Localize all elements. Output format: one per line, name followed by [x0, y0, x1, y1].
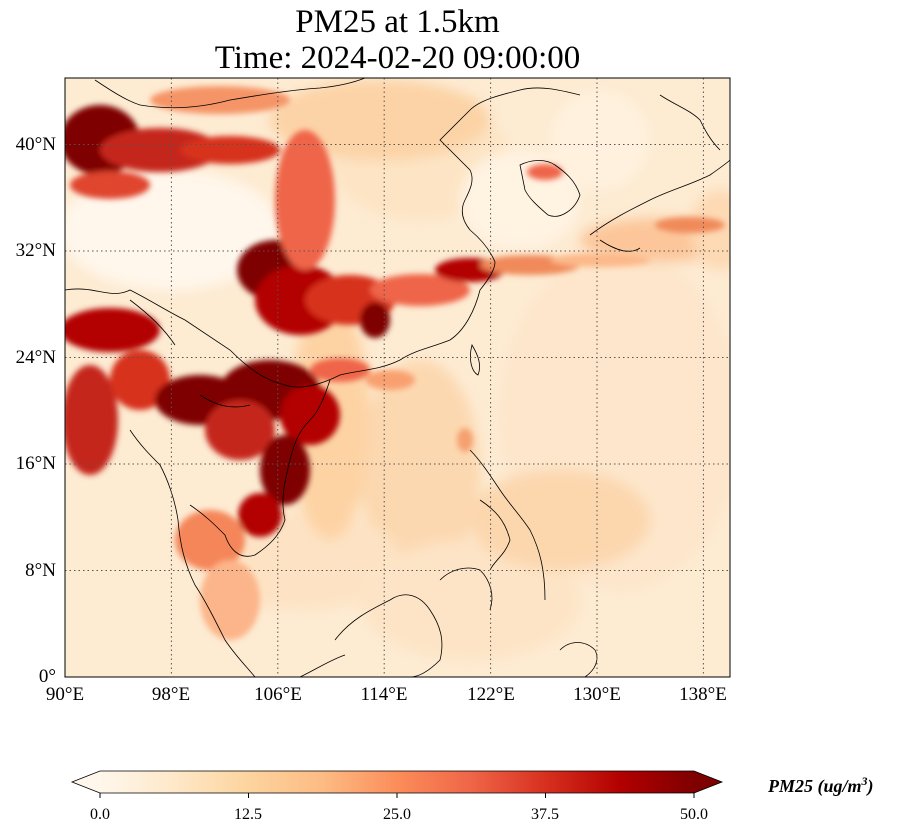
pm25-field — [65, 78, 730, 677]
lon-tick-90e: 90°E — [45, 684, 85, 705]
lon-tick-98e: 98°E — [151, 684, 191, 705]
colorbar-label-main: PM25 (ug/m — [768, 776, 862, 796]
map-title-line2: Time: 2024-02-20 09:00:00 — [214, 40, 581, 76]
coastlines — [65, 78, 730, 677]
lat-tick-16n: 16°N — [15, 453, 56, 474]
colorbar-tick-12-5: 12.5 — [234, 806, 262, 823]
lat-tick-0: 0° — [38, 666, 56, 687]
colorbar-label-end: ) — [867, 776, 874, 796]
lat-tick-32n: 32°N — [15, 240, 56, 261]
lon-tick-138e: 138°E — [679, 684, 727, 705]
lon-tick-122e: 122°E — [467, 684, 515, 705]
gridlines — [65, 78, 730, 677]
lat-tick-8n: 8°N — [25, 560, 56, 581]
lon-tick-114e: 114°E — [360, 684, 408, 705]
colorbar-tick-50: 50.0 — [680, 806, 708, 823]
lon-tick-106e: 106°E — [254, 684, 302, 705]
lon-tick-130e: 130°E — [573, 684, 621, 705]
colorbar-tick-37-5: 37.5 — [531, 806, 559, 823]
colorbar — [70, 770, 724, 798]
map-title-line1: PM25 at 1.5km — [295, 4, 500, 40]
map-frame — [64, 77, 731, 678]
colorbar-label-sup: 3 — [861, 774, 868, 788]
lat-tick-24n: 24°N — [15, 347, 56, 368]
colorbar-tick-0: 0.0 — [90, 806, 110, 823]
lat-tick-40n: 40°N — [15, 134, 56, 155]
colorbar-label: PM25 (ug/m3) — [768, 774, 874, 797]
colorbar-tick-25: 25.0 — [383, 806, 411, 823]
